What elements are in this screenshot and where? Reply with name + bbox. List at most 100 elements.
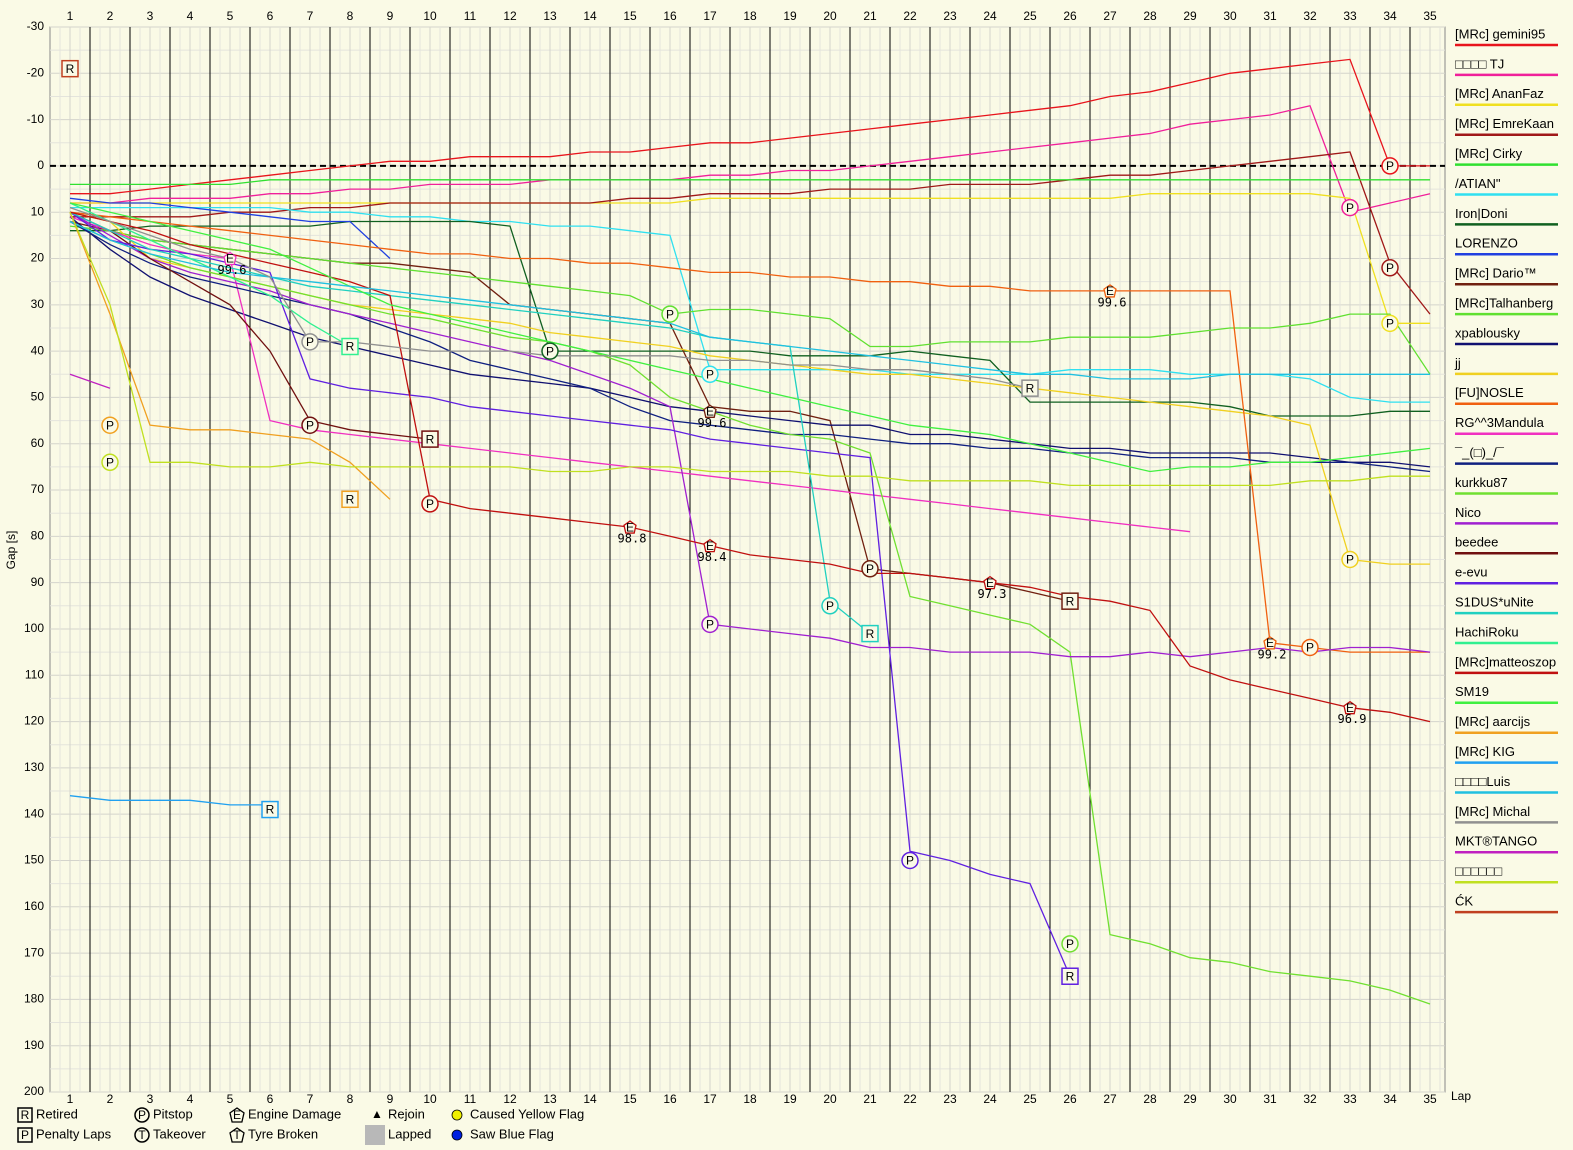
marker-frame <box>223 251 237 266</box>
event-marker: P <box>661 305 679 323</box>
legend-label: ĆK <box>1455 894 1473 909</box>
event-marker: P <box>101 416 119 434</box>
x-tick-label: 21 <box>863 1092 877 1106</box>
marker-frame <box>421 430 439 448</box>
marker-frame <box>101 416 119 434</box>
marker-frame <box>301 416 319 434</box>
x-tick-label: 25 <box>1023 1092 1037 1106</box>
series-lines <box>69 58 1431 1005</box>
event-label: P <box>906 854 914 868</box>
series-line <box>70 151 1431 315</box>
legend-label: [FU]NOSLE <box>1455 385 1524 400</box>
event-label: R <box>346 492 355 506</box>
x-tick-label: 33 <box>1343 1092 1357 1106</box>
y-tick-label: 140 <box>24 806 44 820</box>
event-note: 99.6 <box>698 416 727 430</box>
legend-label: [MRc] Dario™ <box>1455 266 1537 281</box>
legend-label: beedee <box>1455 535 1498 550</box>
x-tick-label: 4 <box>187 1092 194 1106</box>
event-marker: R <box>861 624 879 643</box>
marker-legend-symbol: P <box>21 1128 29 1142</box>
marker-frame <box>1341 550 1359 569</box>
marker-legend-label: Retired <box>36 1106 78 1121</box>
x-tick-label: 33 <box>1343 9 1357 23</box>
series-line <box>70 179 1430 186</box>
event-marker: E99.2 <box>1258 636 1287 661</box>
event-label: E <box>626 520 634 534</box>
marker-frame <box>134 1127 150 1143</box>
marker-frame <box>1381 157 1399 175</box>
y-tick-label: -30 <box>27 19 45 33</box>
marker-legend-item: Lapped <box>365 1125 431 1145</box>
marker-frame <box>17 1127 33 1143</box>
legend-label: [MRc] Cirky <box>1455 146 1523 161</box>
marker-frame <box>229 1127 245 1143</box>
axes: -30-20-100102030405060708090100110120130… <box>17 9 1558 1145</box>
x-tick-label: 28 <box>1143 9 1157 23</box>
x-tick-label: 17 <box>703 1092 717 1106</box>
x-tick-label: 31 <box>1263 9 1277 23</box>
event-note: 99.6 <box>1098 295 1127 309</box>
marker-legend-item: Saw Blue Flag <box>451 1126 554 1141</box>
event-label: R <box>866 627 875 641</box>
legend-label: HachiRoku <box>1455 624 1519 639</box>
event-marker: P <box>821 597 839 615</box>
y-tick-label: 80 <box>31 529 45 543</box>
event-marker: R <box>1021 379 1039 397</box>
x-tick-label: 21 <box>863 9 877 23</box>
event-label: R <box>266 803 275 817</box>
y-tick-label: 150 <box>24 853 44 867</box>
event-label: P <box>1386 261 1394 275</box>
y-tick-label: -20 <box>27 65 45 79</box>
x-tick-label: 12 <box>503 1092 517 1106</box>
marker-legend-dot <box>451 1109 463 1121</box>
event-label: R <box>66 62 75 76</box>
event-label: R <box>346 340 355 354</box>
event-note: 98.4 <box>698 550 727 564</box>
y-tick-label: 130 <box>24 760 44 774</box>
marker-frame <box>1301 638 1319 657</box>
event-label: P <box>706 617 714 631</box>
event-marker: P <box>101 453 119 472</box>
x-tick-label: 10 <box>423 1092 437 1106</box>
marker-frame <box>101 453 119 472</box>
x-tick-label: 24 <box>983 9 997 23</box>
marker-frame <box>1381 259 1399 277</box>
x-tick-label: 8 <box>347 9 354 23</box>
x-tick-label: 26 <box>1063 9 1077 23</box>
legend-label: kurkku87 <box>1455 475 1508 490</box>
event-marker: P <box>1341 198 1359 217</box>
legend-label: [MRc] gemini95 <box>1455 26 1545 41</box>
x-tick-label: 27 <box>1103 1092 1117 1106</box>
marker-legend-label: Takeover <box>153 1126 206 1141</box>
x-tick-label: 2 <box>107 1092 114 1106</box>
legend-label: [MRc]Talhanberg <box>1455 296 1553 311</box>
series-line <box>69 197 391 259</box>
series-line <box>69 220 1431 473</box>
x-axis-label: Lap <box>1451 1089 1471 1103</box>
legend-label: SM19 <box>1455 684 1489 699</box>
x-tick-label: 14 <box>583 1092 597 1106</box>
marker-frame <box>701 615 719 634</box>
event-marker: R <box>341 490 359 509</box>
event-marker: P <box>301 333 319 351</box>
marker-legend-label: Rejoin <box>388 1106 425 1121</box>
x-tick-label: 3 <box>147 1092 154 1106</box>
event-label: P <box>306 335 314 349</box>
event-marker: R <box>1061 967 1079 985</box>
marker-frame <box>821 597 839 615</box>
x-tick-label: 8 <box>347 1092 354 1106</box>
marker-legend-symbol: P <box>138 1108 146 1122</box>
event-label: R <box>1066 594 1075 608</box>
legend-label: [MRc] EmreKaan <box>1455 116 1554 131</box>
x-tick-label: 29 <box>1183 1092 1197 1106</box>
event-marker: E99.6 <box>218 252 247 277</box>
legend-label: /ATIAN" <box>1455 176 1501 191</box>
x-tick-label: 30 <box>1223 9 1237 23</box>
event-label: P <box>826 599 834 613</box>
x-tick-label: 29 <box>1183 9 1197 23</box>
marker-frame <box>229 1107 245 1123</box>
y-tick-label: 60 <box>31 436 45 450</box>
marker-frame <box>703 538 717 553</box>
